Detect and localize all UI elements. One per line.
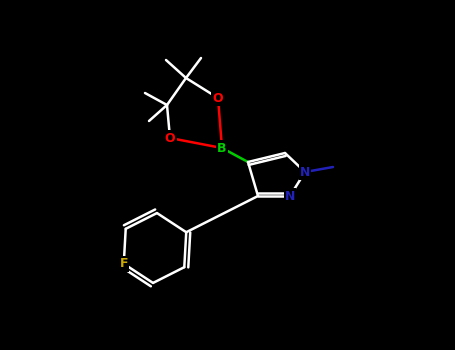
Text: N: N — [300, 166, 310, 178]
Text: B: B — [217, 141, 227, 154]
Text: F: F — [120, 257, 128, 270]
Text: O: O — [165, 132, 175, 145]
Text: O: O — [212, 91, 223, 105]
Text: N: N — [285, 189, 295, 203]
